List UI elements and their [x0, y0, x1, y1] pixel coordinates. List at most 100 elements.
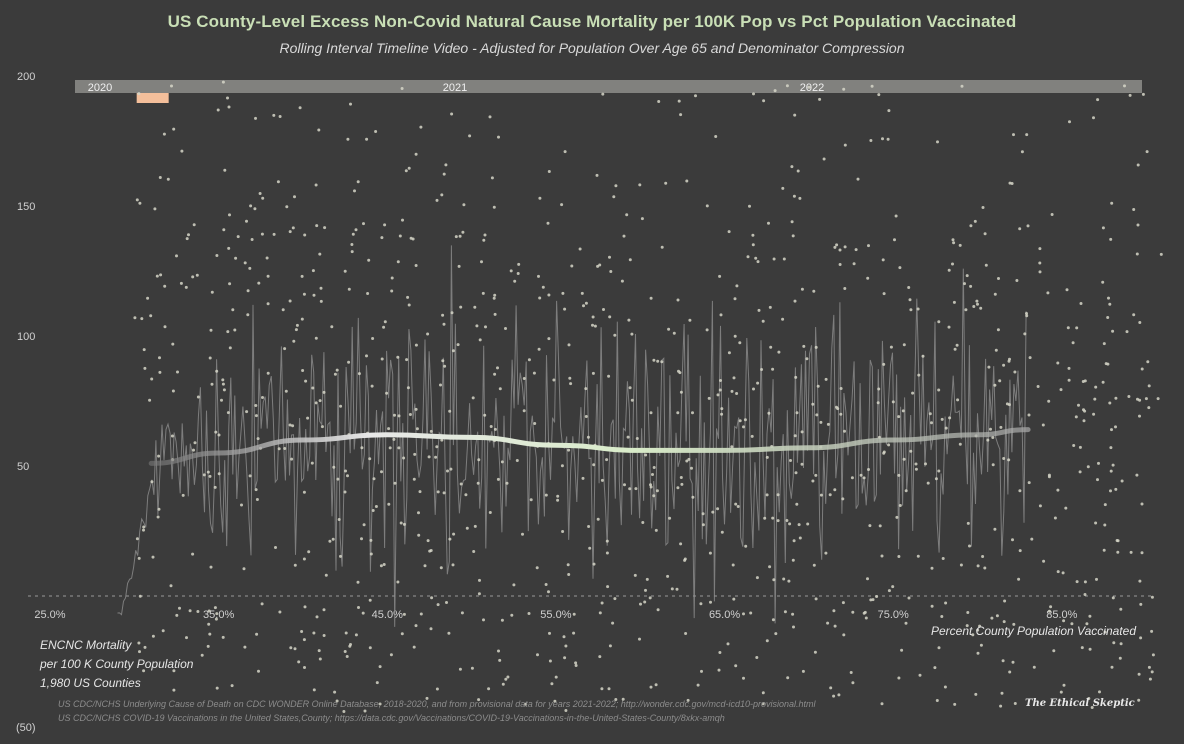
data-point: [226, 330, 230, 334]
data-point: [430, 596, 434, 600]
data-point: [580, 291, 584, 295]
data-point: [400, 632, 404, 636]
data-point: [733, 334, 737, 338]
data-point: [246, 289, 250, 293]
data-point: [476, 481, 480, 485]
data-point: [1001, 659, 1005, 663]
data-point: [288, 230, 292, 234]
data-point: [664, 181, 668, 185]
data-point: [345, 655, 349, 658]
data-point: [935, 699, 939, 702]
data-point: [788, 522, 792, 526]
data-point: [871, 598, 875, 602]
data-point: [320, 425, 324, 429]
data-point: [504, 327, 507, 330]
data-point: [633, 573, 637, 577]
data-point: [676, 411, 680, 415]
data-point: [981, 206, 985, 209]
data-point: [866, 276, 870, 280]
data-point: [1110, 201, 1114, 205]
data-point: [907, 596, 911, 600]
data-point: [187, 233, 190, 237]
data-point: [904, 489, 908, 493]
data-point: [208, 474, 212, 478]
data-point: [1078, 445, 1082, 449]
data-point: [473, 524, 477, 528]
data-point: [837, 693, 841, 697]
data-point: [302, 638, 306, 642]
data-point: [560, 203, 564, 207]
data-point: [374, 130, 378, 133]
data-point: [440, 438, 444, 442]
data-point: [818, 97, 822, 101]
data-point: [880, 702, 884, 706]
data-point: [743, 418, 747, 422]
data-point: [1119, 607, 1123, 611]
data-point: [592, 463, 596, 467]
data-point: [767, 411, 771, 415]
data-point: [223, 168, 227, 172]
data-point: [666, 574, 670, 578]
data-point: [1077, 403, 1080, 407]
data-point: [311, 386, 315, 390]
data-point: [801, 669, 805, 673]
data-point: [842, 87, 846, 91]
data-point: [414, 343, 418, 347]
data-point: [222, 388, 226, 392]
data-point: [584, 387, 588, 391]
data-point: [468, 134, 472, 138]
data-point: [248, 474, 252, 478]
data-point: [1011, 660, 1015, 664]
data-point: [1144, 397, 1148, 401]
data-point: [777, 350, 781, 354]
data-point: [1108, 401, 1112, 405]
data-point: [1015, 279, 1019, 282]
data-point: [726, 642, 730, 646]
data-point: [869, 139, 873, 142]
data-point: [998, 379, 1002, 383]
data-point: [679, 542, 683, 546]
data-point: [907, 286, 911, 289]
data-point: [862, 476, 866, 480]
data-point: [1156, 397, 1160, 401]
data-point: [762, 99, 766, 103]
data-point: [1114, 396, 1118, 400]
data-point: [964, 308, 968, 312]
data-point: [705, 204, 709, 208]
data-point: [897, 473, 901, 477]
data-point: [645, 577, 649, 581]
data-point: [1108, 302, 1112, 306]
data-point: [1013, 370, 1017, 374]
data-point: [226, 96, 229, 100]
data-point: [951, 238, 955, 242]
data-point: [560, 464, 564, 468]
data-point: [522, 377, 526, 380]
data-point: [366, 292, 370, 295]
data-point: [897, 415, 901, 419]
data-point: [1150, 595, 1154, 599]
data-point: [1119, 642, 1123, 646]
data-point: [794, 375, 798, 379]
data-point: [989, 427, 992, 431]
data-point: [435, 198, 439, 202]
data-point: [548, 631, 551, 635]
source-line: US CDC/NCHS COVID-19 Vaccinations in the…: [58, 713, 725, 723]
data-point: [705, 328, 709, 332]
data-point: [561, 530, 565, 533]
data-point: [234, 256, 238, 260]
data-point: [181, 493, 185, 497]
data-point: [464, 493, 468, 497]
data-point: [826, 422, 830, 426]
data-point: [1047, 609, 1051, 613]
data-point: [500, 460, 504, 464]
data-point: [902, 457, 906, 461]
data-point: [991, 436, 995, 439]
timeline-year-label: 2022: [800, 82, 824, 94]
data-point: [527, 358, 531, 362]
data-point: [864, 616, 868, 620]
data-point: [209, 328, 213, 332]
data-point: [344, 631, 348, 635]
data-point: [649, 485, 653, 489]
data-point: [439, 566, 443, 570]
data-point: [524, 702, 528, 706]
